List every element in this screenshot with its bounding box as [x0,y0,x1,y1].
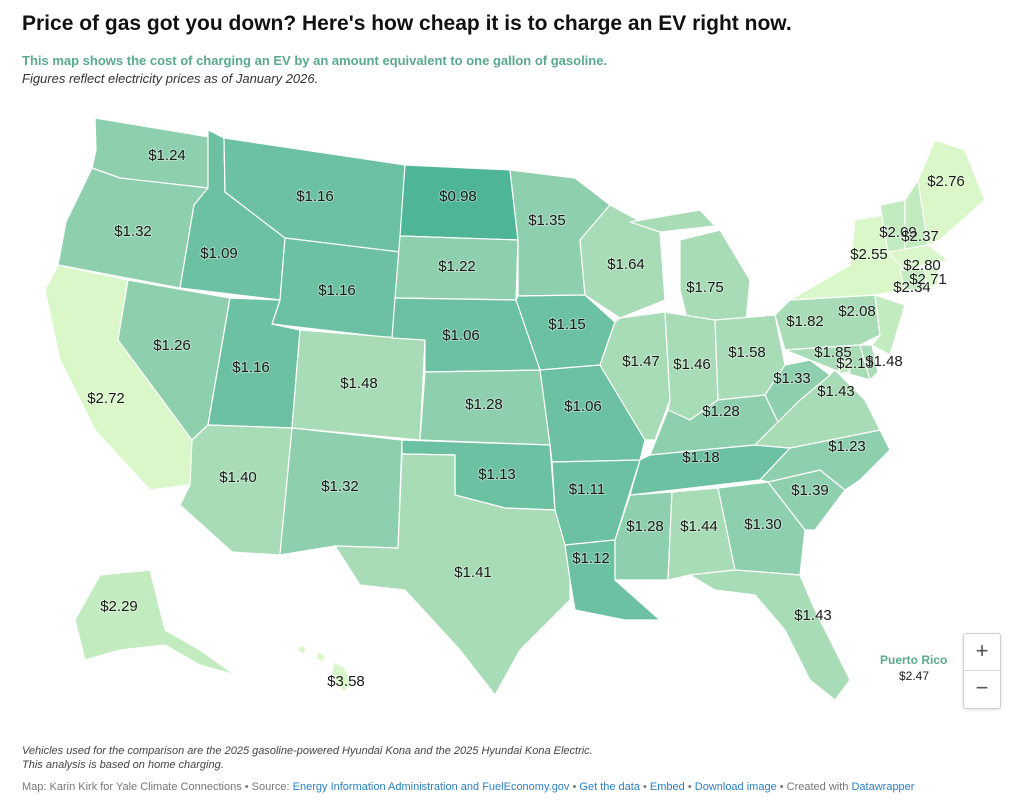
price-label-co: $1.48 [340,375,378,392]
state-ri[interactable] [924,265,939,291]
state-wi[interactable] [579,204,666,319]
state-ma[interactable] [887,244,949,271]
state-wv[interactable] [764,359,831,423]
price-label-oh: $1.58 [728,344,766,361]
price-label-nv: $1.26 [153,337,191,354]
zoom-in-button[interactable]: + [975,638,989,663]
price-label-ar: $1.11 [569,481,605,498]
price-label-ny: $2.55 [850,246,888,263]
price-label-pa: $1.82 [786,313,824,330]
credit-sep: • [569,781,580,793]
price-label-mo: $1.06 [564,398,602,415]
datawrapper-link[interactable]: Datawrapper [851,781,915,793]
state-az[interactable] [179,424,293,556]
puerto-rico-price: $2.47 [899,669,930,683]
state-nj[interactable] [871,294,906,356]
state-wy[interactable] [271,237,401,339]
embed-link[interactable]: Embed [649,781,685,793]
price-label-ia: $1.15 [548,316,586,333]
created-with-label: Created with [786,781,849,793]
credit-sep: • [639,781,650,793]
price-label-vt: $2.09 [879,224,917,241]
price-label-nh: $2.37 [901,228,939,245]
price-label-ri: $2.71 [909,271,947,288]
download-image-link[interactable]: Download image [694,781,777,793]
price-label-il: $1.47 [622,353,660,370]
price-label-ms: $1.28 [626,518,664,535]
price-label-wy: $1.16 [318,282,356,299]
price-label-ok: $1.13 [478,466,516,483]
zoom-divider [964,670,1000,671]
states-layer [44,117,986,701]
price-label-fl: $1.43 [794,607,832,624]
price-label-ga: $1.30 [744,516,782,533]
credit-sep: • [684,781,695,793]
credits-line: Map: Karin Kirk for Yale Climate Connect… [22,781,914,793]
state-tx[interactable] [334,453,571,696]
price-label-ca: $2.72 [87,390,125,407]
price-label-ak: $2.29 [100,598,138,615]
price-label-nc: $1.23 [828,438,866,455]
credit-sep: • [776,781,787,793]
state-ak[interactable] [74,569,236,676]
price-label-al: $1.44 [680,518,718,535]
price-label-me: $2.76 [927,173,965,190]
price-label-ks: $1.28 [465,396,503,413]
price-label-la: $1.12 [572,550,610,567]
price-label-tx: $1.41 [454,564,492,581]
get-data-link[interactable]: Get the data [579,781,640,793]
price-label-tn: $1.18 [682,449,720,466]
footnote-vehicles: Vehicles used for the comparison are the… [22,745,593,757]
price-label-sc: $1.39 [791,482,829,499]
source-link[interactable]: Energy Information Administration and Fu… [292,781,570,793]
price-label-wv: $1.33 [773,370,811,387]
chart-note: Figures reflect electricity prices as of… [22,71,319,86]
chart-title: Price of gas got you down? Here's how ch… [22,12,792,35]
price-label-ne: $1.06 [442,327,480,344]
state-ga[interactable] [717,481,806,576]
price-label-md: $1.85 [814,344,852,361]
price-label-ut: $1.16 [232,359,270,376]
credit-sep: • [241,781,252,793]
state-dc[interactable] [837,359,851,375]
price-label-nm: $1.32 [321,478,359,495]
price-label-wi: $1.64 [607,256,645,273]
zoom-controls: + − [963,633,1001,709]
chart-subtitle: This map shows the cost of charging an E… [22,53,608,68]
price-label-az: $1.40 [219,469,257,486]
price-label-mt: $1.16 [296,188,334,205]
state-hi[interactable] [297,644,353,693]
price-labels: $1.24 $1.32 $2.72 $1.09 $1.26 $1.16 $1.16 $1.16… [86,146,966,691]
source-label: Source: [251,781,290,793]
map-credit: Map: Karin Kirk for Yale Climate Connect… [22,781,242,793]
price-label-mn: $1.35 [528,212,566,229]
price-label-ma: $2.80 [903,257,941,274]
price-label-wa: $1.24 [148,147,186,164]
us-choropleth-map[interactable]: $1.24 $1.32 $2.72 $1.09 $1.26 $1.16 $1.16 $1.16… [0,100,1024,740]
price-label-nj: $2.08 [838,303,876,320]
state-fl[interactable] [689,569,851,701]
price-label-ct: $2.34 [893,279,931,296]
price-label-id: $1.09 [200,245,238,262]
state-de[interactable] [859,344,879,381]
price-label-or: $1.32 [114,223,152,240]
price-label-in: $1.46 [673,356,711,373]
price-label-nd: $0.98 [439,188,477,205]
zoom-out-button[interactable]: − [975,675,989,700]
footnote-home-charging: This analysis is based on home charging. [22,759,224,771]
price-label-sd: $1.22 [438,258,476,275]
price-label-hi: $3.58 [327,673,365,690]
price-label-va: $1.43 [817,383,855,400]
price-label-mi: $1.75 [686,279,724,296]
price-label-de: $1.48 [865,353,903,370]
puerto-rico-label: Puerto Rico [880,653,948,667]
state-me[interactable] [917,139,986,246]
price-label-dc: $2.13 [836,355,874,372]
price-label-ky: $1.28 [702,403,740,420]
